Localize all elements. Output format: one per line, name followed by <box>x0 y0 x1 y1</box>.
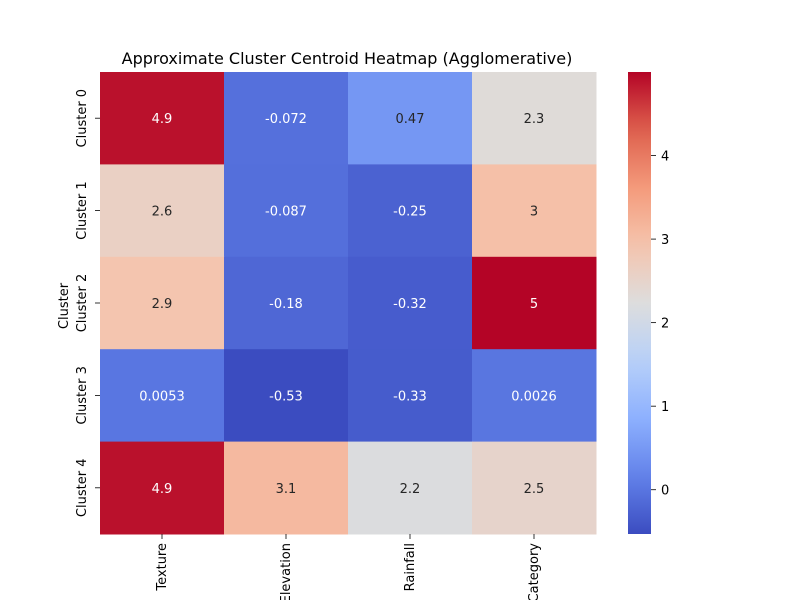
x-axis-ticks: Texture Elevation Rainfall Category <box>155 534 542 600</box>
y-tick-label: Cluster 4 <box>75 459 90 518</box>
heatmap-cell <box>472 164 597 258</box>
heatmap-cell <box>224 72 349 165</box>
colorbar-tick-label: 2 <box>661 317 669 332</box>
heatmap-cell <box>472 72 597 165</box>
heatmap-cell <box>100 349 225 443</box>
colorbar-ticks: 0 1 2 3 4 <box>651 150 669 499</box>
heatmap-cell <box>472 349 597 443</box>
heatmap-cell-label: -0.25 <box>393 205 427 220</box>
heatmap-cell-label: 3 <box>530 205 538 220</box>
colorbar <box>628 72 651 534</box>
heatmap-cell-label: 2.5 <box>524 482 545 497</box>
colorbar-tick-label: 3 <box>661 233 669 248</box>
y-tick-label: Cluster 1 <box>75 181 90 240</box>
heatmap-cell <box>348 349 473 443</box>
y-axis-label: Cluster <box>57 282 72 329</box>
heatmap-cell-label: -0.32 <box>393 297 427 312</box>
heatmap-cell <box>224 349 349 443</box>
heatmap-cell-label: 5 <box>530 297 538 312</box>
y-tick-label: Cluster 2 <box>75 274 90 333</box>
heatmap-cell <box>100 256 225 350</box>
heatmap-cell <box>472 441 597 535</box>
colorbar-tick-label: 0 <box>661 484 669 499</box>
heatmap-cell <box>472 256 597 350</box>
heatmap-cell-labels: 4.9 -0.072 0.47 2.3 2.6 -0.087 -0.25 3 2.9 -0.18 -… <box>139 112 557 497</box>
heatmap-cell <box>348 164 473 258</box>
heatmap-cell-label: 4.9 <box>152 112 173 127</box>
heatmap-cell <box>348 256 473 350</box>
heatmap-cell-label: -0.087 <box>265 205 307 220</box>
heatmap-cell <box>100 72 225 165</box>
heatmap-cell-label: 0.47 <box>396 112 425 127</box>
y-tick-label: Cluster 3 <box>75 366 90 425</box>
x-tick-label: Texture <box>155 543 170 592</box>
y-axis-ticks: Cluster 0 Cluster 1 Cluster 2 Cluster 3 Clus… <box>75 89 100 517</box>
heatmap-cell <box>224 441 349 535</box>
heatmap-cell-label: -0.53 <box>269 389 303 404</box>
heatmap-cell-label: 2.6 <box>152 205 173 220</box>
y-tick-label: Cluster 0 <box>75 89 90 148</box>
heatmap-cells <box>100 72 597 535</box>
heatmap-cell <box>100 441 225 535</box>
heatmap-cell-label: 0.0026 <box>511 389 557 404</box>
heatmap-cell-label: -0.072 <box>265 112 307 127</box>
x-tick-label: Rainfall <box>403 543 418 591</box>
heatmap-cell-label: 2.2 <box>400 482 421 497</box>
heatmap-cell-label: 2.3 <box>524 112 545 127</box>
heatmap-cell <box>348 72 473 165</box>
heatmap-cell <box>348 441 473 535</box>
heatmap-cell-label: -0.18 <box>269 297 303 312</box>
chart-title: Approximate Cluster Centroid Heatmap (Ag… <box>122 49 573 68</box>
colorbar-tick-label: 1 <box>661 400 669 415</box>
heatmap-cell <box>224 164 349 258</box>
x-tick-label: Elevation <box>279 543 294 600</box>
heatmap-cell-label: 3.1 <box>276 482 297 497</box>
colorbar-tick-label: 4 <box>661 150 669 165</box>
heatmap-cell <box>224 256 349 350</box>
heatmap-cell-label: 0.0053 <box>139 389 185 404</box>
heatmap-cell-label: 4.9 <box>152 482 173 497</box>
x-tick-label: Category <box>527 543 542 600</box>
heatmap-cell-label: 2.9 <box>152 297 173 312</box>
heatmap-cell-label: -0.33 <box>393 389 427 404</box>
heatmap-cell <box>100 164 225 258</box>
